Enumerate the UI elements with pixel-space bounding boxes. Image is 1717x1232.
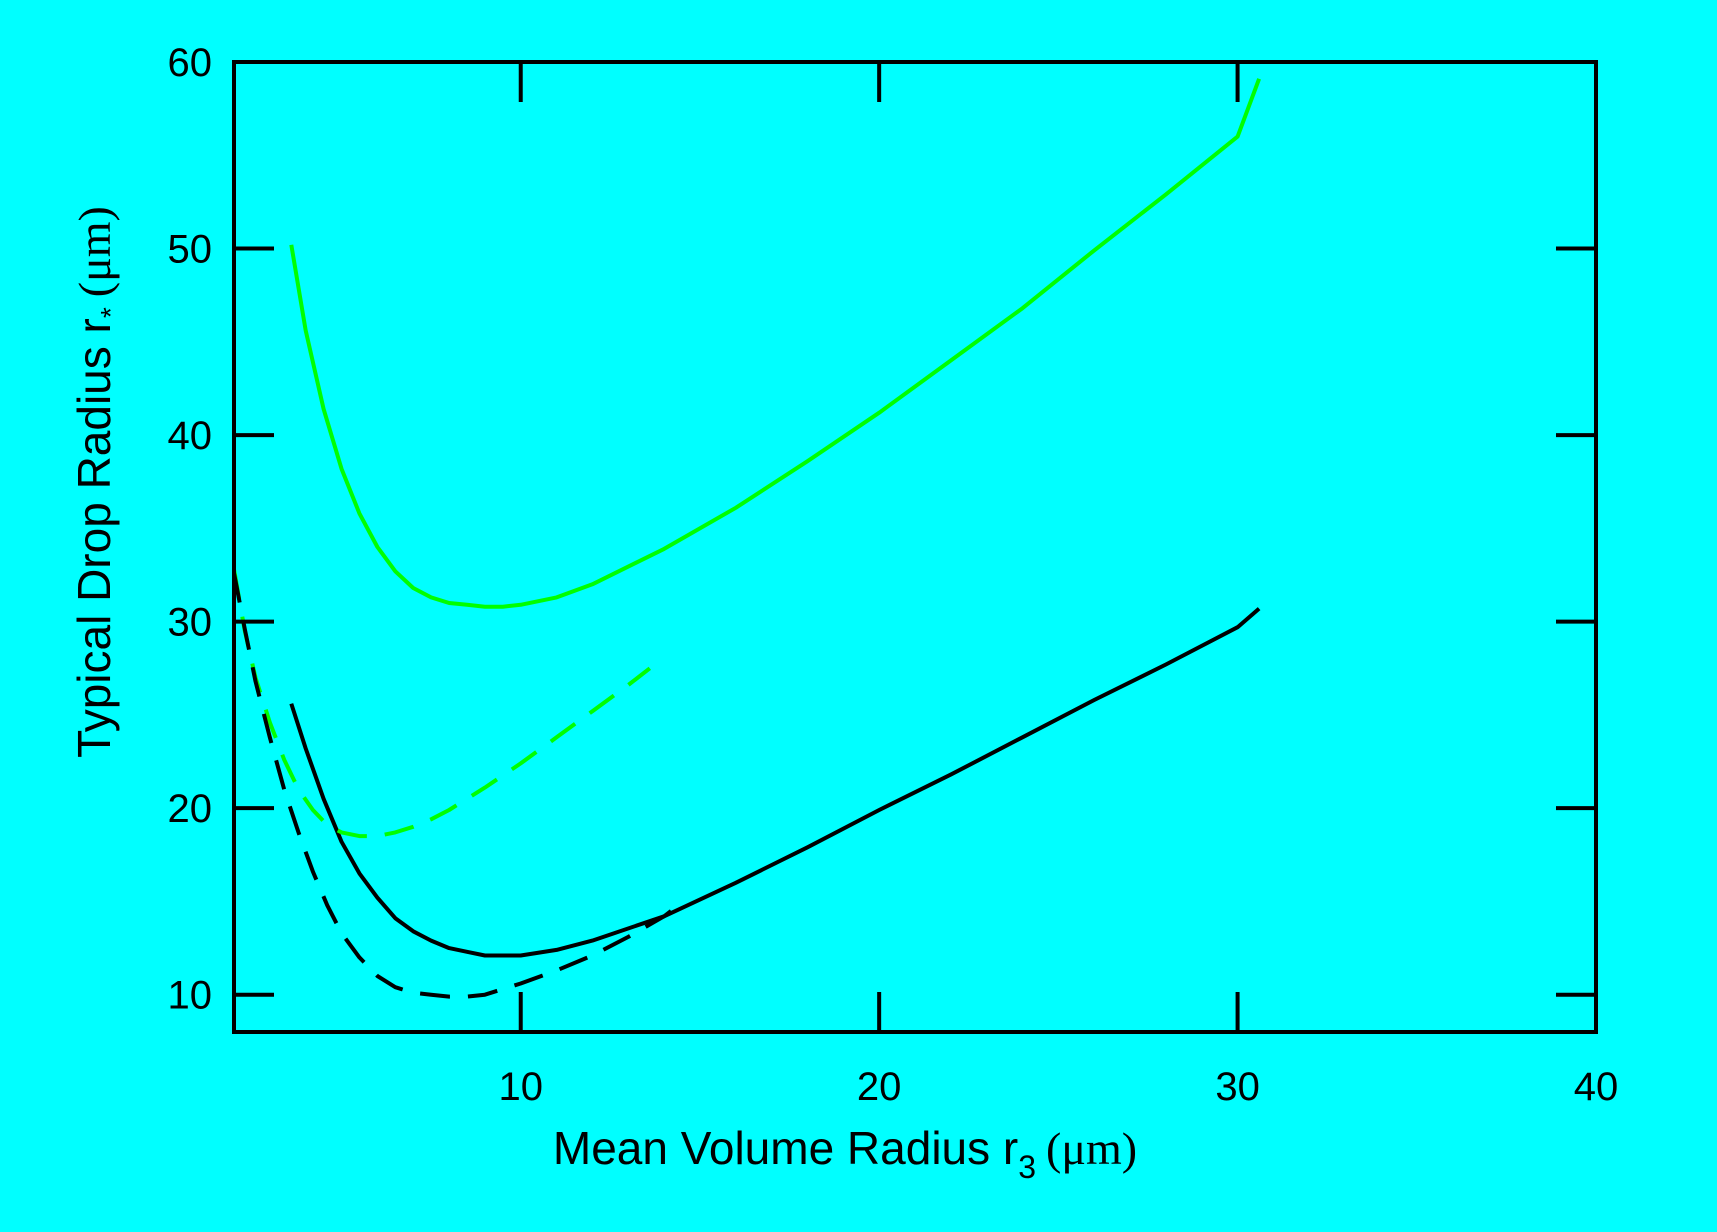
y-axis-title: Typical Drop Radius r* (μm) <box>68 206 126 758</box>
series-line-1-green-solid <box>289 78 1261 609</box>
y-axis-title-unit: (μm) <box>69 206 120 297</box>
y-tick-label: 40 <box>168 414 213 458</box>
y-tick-label: 10 <box>168 974 213 1018</box>
y-tick-label: 60 <box>168 41 213 85</box>
x-tick-label: 20 <box>857 1065 902 1109</box>
y-axis-title-text: Typical Drop Radius r <box>68 318 120 758</box>
y-axis-title-subscript: * <box>95 307 126 318</box>
series-layer <box>232 78 1261 999</box>
y-tick-label: 30 <box>168 601 213 645</box>
x-axis-title: Mean Volume Radius r3 (μm) <box>553 1122 1137 1185</box>
ticks-layer <box>234 62 1596 1032</box>
x-tick-label: 40 <box>1574 1065 1619 1109</box>
x-axis-title-subscript: 3 <box>1018 1149 1036 1185</box>
series-line-4-black-dashed <box>232 572 673 999</box>
series-line-3-green-dashed <box>232 569 652 839</box>
y-tick-labels: 10 20 30 40 50 60 <box>168 41 213 1018</box>
x-tick-label: 30 <box>1215 1065 1260 1109</box>
y-tick-label: 20 <box>168 787 213 831</box>
x-axis-title-text: Mean Volume Radius r <box>553 1122 1018 1174</box>
x-axis-title-unit: (μm) <box>1046 1123 1137 1174</box>
x-tick-labels: 10 20 30 40 <box>498 1065 1618 1109</box>
y-tick-label: 50 <box>168 228 213 272</box>
series-line-2-black-solid <box>289 607 1261 958</box>
x-tick-label: 10 <box>498 1065 543 1109</box>
plot-frame <box>232 60 1598 1034</box>
